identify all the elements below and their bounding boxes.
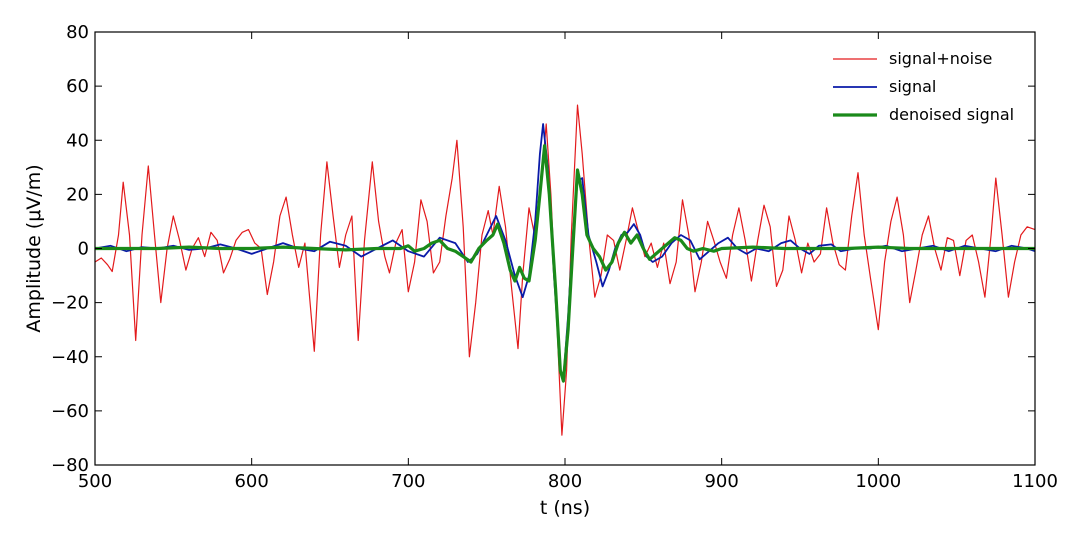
y-tick-label: 0 [78,239,89,260]
x-tick-label: 900 [704,471,738,492]
y-tick-label: −20 [51,293,89,314]
y-tick-label: −40 [51,347,89,368]
legend: signal+noise signal denoised signal [833,49,1014,124]
legend-label: signal+noise [889,49,992,68]
series-layer [94,104,1036,436]
x-tick-label: 500 [78,471,112,492]
x-tick-label: 700 [391,471,425,492]
legend-label: denoised signal [889,105,1014,124]
y-tick-label: 40 [66,130,89,151]
x-tick-label: 1000 [855,471,901,492]
y-tick-label: −60 [51,401,89,422]
y-tick-label: 20 [66,184,89,205]
y-axis-label: Amplitude (μV/m) [23,164,45,332]
series-line-0 [94,104,1036,436]
x-tick-label: 600 [234,471,268,492]
ticks-layer: 500 600 700 800 900 1000 1100 −80 −60 −40 −20 0 20 40… [51,22,1058,492]
y-tick-label: −80 [51,455,89,476]
y-tick-label: 80 [66,22,89,43]
legend-label: signal [889,77,936,96]
series-line-2 [95,144,1035,383]
x-tick-label: 800 [548,471,582,492]
series-line-1 [94,123,1036,380]
x-axis-label: t (ns) [540,497,590,519]
x-tick-label: 1100 [1012,471,1058,492]
y-tick-label: 60 [66,76,89,97]
